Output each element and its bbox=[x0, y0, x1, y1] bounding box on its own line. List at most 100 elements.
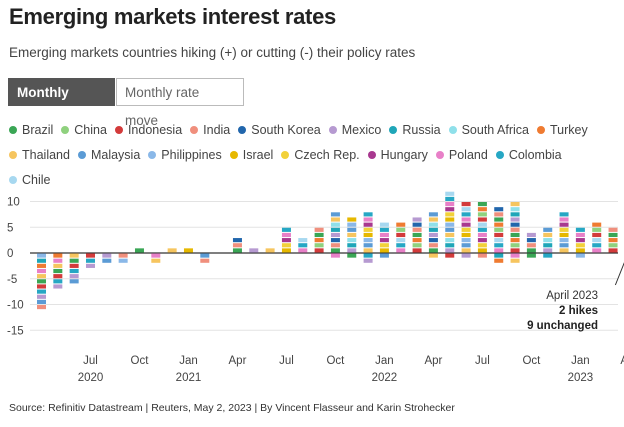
bar-segment-hike bbox=[575, 232, 585, 238]
bar-segment-hike bbox=[510, 202, 520, 207]
bar-segment-hike bbox=[428, 248, 438, 253]
bar-segment-cut bbox=[53, 268, 63, 274]
bar-segment-hike bbox=[281, 232, 291, 238]
bar-segment-hike bbox=[232, 238, 242, 243]
bar-segment-hike bbox=[167, 248, 177, 253]
bar-segment-hike bbox=[494, 243, 504, 248]
legend-dot-icon bbox=[367, 150, 376, 159]
bar-segment-hike bbox=[461, 238, 471, 243]
bar-segment-hike bbox=[314, 227, 324, 232]
bar-segment-hike bbox=[314, 243, 324, 248]
bar-segment-hike bbox=[461, 217, 471, 222]
legend-dot-icon bbox=[9, 150, 17, 159]
bar-segment-hike bbox=[428, 238, 438, 243]
bar-segment-hike bbox=[592, 248, 602, 253]
bar-segment-hike bbox=[494, 227, 504, 232]
bar-segment-hike bbox=[347, 222, 357, 227]
legend-item-czech-rep: Czech Rep. bbox=[281, 143, 360, 168]
bar-segment-hike bbox=[347, 217, 357, 222]
bar-segment-hike bbox=[445, 222, 455, 227]
bar-segment-hike bbox=[428, 222, 438, 227]
bar-segment-cut bbox=[37, 274, 46, 279]
bar-segment-hike bbox=[347, 227, 357, 232]
x-year-label: 2022 bbox=[372, 372, 398, 384]
legend-label: Malaysia bbox=[90, 148, 141, 162]
bar-segment-cut bbox=[69, 274, 79, 279]
bar-segment-hike bbox=[363, 217, 373, 222]
x-year-label: 2021 bbox=[176, 372, 202, 384]
y-tick-label: 10 bbox=[7, 197, 20, 209]
x-tick-label: Jul bbox=[279, 355, 294, 367]
legend-dot-icon bbox=[238, 125, 247, 134]
bar-segment-cut bbox=[69, 279, 79, 284]
bar-segment-cut bbox=[363, 253, 373, 258]
bar-segment-hike bbox=[543, 243, 553, 248]
bar-segment-hike bbox=[396, 248, 406, 253]
bar-segment-cut bbox=[575, 253, 585, 258]
bar-segment-hike bbox=[526, 238, 536, 243]
bar-segment-cut bbox=[510, 258, 520, 263]
bar-segment-cut bbox=[102, 253, 112, 258]
chart-title: Emerging markets interest rates bbox=[9, 4, 336, 29]
bar-segment-hike bbox=[592, 238, 602, 243]
legend-label: India bbox=[203, 123, 231, 137]
bar-segment-hike bbox=[510, 243, 520, 248]
bar-segment-hike bbox=[428, 212, 438, 217]
bar-segment-hike bbox=[330, 248, 340, 253]
bar-segment-cut bbox=[85, 263, 95, 268]
bar-segment-hike bbox=[592, 222, 602, 227]
bar-segment-hike bbox=[363, 248, 373, 253]
bar-segment-hike bbox=[494, 222, 504, 227]
bar-segment-hike bbox=[445, 207, 455, 212]
bar-segment-hike bbox=[526, 232, 536, 238]
bar-segment-hike bbox=[314, 232, 324, 238]
x-tick-label: Apr bbox=[620, 355, 624, 367]
bar-segment-hike bbox=[575, 238, 585, 243]
bar-segment-cut bbox=[53, 258, 63, 263]
legend-item-indonesia: Indonesia bbox=[114, 118, 182, 143]
bar-segment-cut bbox=[200, 258, 210, 263]
legend-dot-icon bbox=[536, 125, 545, 134]
bar-segment-hike bbox=[347, 243, 357, 248]
bar-segment-hike bbox=[428, 243, 438, 248]
legend-dot-icon bbox=[114, 125, 123, 134]
legend-item-thailand: Thailand bbox=[9, 143, 70, 168]
legend-item-malaysia: Malaysia bbox=[77, 143, 141, 168]
bar-segment-hike bbox=[461, 243, 471, 248]
monthly-rate-move-tab[interactable]: Monthly rate move bbox=[116, 78, 244, 128]
legend-label: Colombia bbox=[508, 148, 562, 162]
bar-segment-hike bbox=[526, 248, 536, 253]
monthly-count-tab[interactable]: Monthly count bbox=[8, 78, 115, 128]
x-tick-label: Apr bbox=[229, 355, 247, 367]
bar-segment-hike bbox=[477, 248, 487, 253]
bar-segment-hike bbox=[575, 243, 585, 248]
bar-segment-hike bbox=[363, 232, 373, 238]
bar-segment-cut bbox=[69, 253, 79, 258]
bar-segment-hike bbox=[330, 217, 340, 222]
bar-segment-hike bbox=[445, 191, 455, 196]
bar-segment-hike bbox=[314, 238, 324, 243]
y-tick-label: -10 bbox=[7, 300, 24, 312]
bar-segment-hike bbox=[330, 238, 340, 243]
bar-segment-hike bbox=[494, 248, 504, 253]
bar-segment-hike bbox=[461, 232, 471, 238]
bar-segment-cut bbox=[69, 263, 79, 268]
bar-segment-cut bbox=[53, 284, 63, 289]
bar-segment-hike bbox=[461, 212, 471, 217]
bar-segment-hike bbox=[510, 227, 520, 232]
bar-segment-hike bbox=[396, 227, 406, 232]
bar-segment-cut bbox=[37, 253, 46, 258]
bar-segment-hike bbox=[379, 232, 389, 238]
x-tick-label: Oct bbox=[131, 355, 150, 367]
x-tick-label: Oct bbox=[522, 355, 541, 367]
bar-segment-cut bbox=[428, 253, 438, 258]
bar-segment-hike bbox=[445, 217, 455, 222]
bar-segment-hike bbox=[298, 248, 308, 253]
legend-item-israel: Israel bbox=[229, 143, 273, 168]
bar-segment-hike bbox=[379, 222, 389, 227]
bar-segment-hike bbox=[559, 238, 569, 243]
bar-segment-hike bbox=[379, 243, 389, 248]
legend-label: Mexico bbox=[341, 123, 382, 137]
legend-item-south-africa: South Africa bbox=[448, 118, 529, 143]
chart-legend: Brazil China Indonesia India South Korea Mexi… bbox=[9, 118, 609, 193]
